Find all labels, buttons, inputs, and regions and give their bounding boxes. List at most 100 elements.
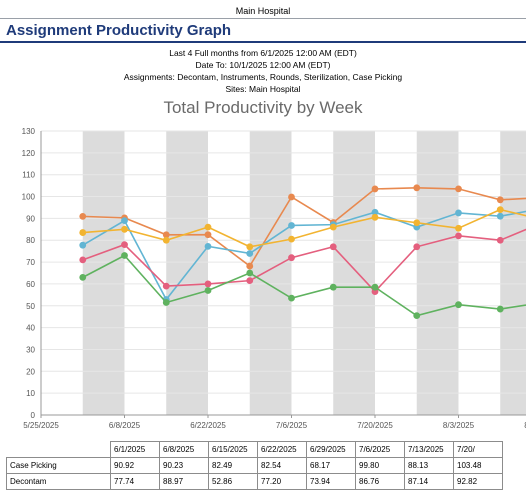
x-tick-label-2: 6/22/2025	[190, 421, 226, 430]
series-2-point-3	[204, 223, 212, 231]
table-cell: 90.23	[159, 457, 209, 474]
table-row: Decontam 77.74 88.97 52.86 77.20 73.94 86.76 87…	[6, 473, 503, 490]
title-rule	[0, 41, 526, 43]
y-tick-label-0: 0	[31, 411, 36, 420]
table-cell: 82.54	[257, 457, 307, 474]
y-tick-label-40: 40	[26, 324, 35, 333]
series-2-point-9	[455, 224, 462, 232]
series-3-point-10	[496, 236, 504, 244]
y-tick-label-60: 60	[26, 280, 35, 289]
meta-date-range: Last 4 Full months from 6/1/2025 12:00 A…	[169, 48, 357, 58]
series-4-point-4	[246, 269, 254, 277]
series-0-point-10	[496, 196, 504, 204]
table-cell: 77.74	[110, 473, 160, 490]
table-row-label: Decontam	[6, 473, 111, 490]
series-4-point-2	[162, 299, 170, 306]
table-column-header: 7/13/2025	[404, 441, 454, 458]
series-0-point-4	[246, 262, 254, 270]
y-tick-label-90: 90	[26, 214, 35, 223]
y-tick-label-20: 20	[26, 367, 35, 376]
week-band-2	[249, 131, 292, 415]
series-1-point-10	[496, 212, 504, 220]
series-3-point-1	[121, 241, 128, 248]
table-column-header: 6/15/2025	[208, 441, 258, 458]
series-line-2	[82, 208, 526, 248]
table-column-header: 6/22/2025	[257, 441, 307, 458]
series-4-point-1	[121, 252, 128, 259]
table-column-header: 6/29/2025	[306, 441, 356, 458]
series-2-point-5	[288, 235, 295, 243]
week-band-0	[82, 131, 125, 415]
y-tick-label-80: 80	[26, 236, 35, 245]
y-tick-label-70: 70	[26, 258, 35, 267]
series-2-point-1	[121, 225, 128, 233]
series-2-point-2	[162, 236, 170, 244]
series-0-point-7	[371, 185, 379, 193]
table-cell: 52.86	[208, 473, 258, 490]
series-2-point-4	[246, 243, 254, 251]
productivity-data-table: 6/1/2025 6/8/2025 6/15/2025 6/22/2025 6/29/2…	[6, 441, 503, 490]
table-cell: 82.49	[208, 457, 258, 474]
table-cell: 86.76	[355, 473, 405, 490]
series-1-point-7	[371, 208, 379, 216]
series-0-point-8	[413, 184, 421, 192]
productivity-line-chart: 0 10 20 30 40 50 60 70 80 90 100 110 120 130 5/25/2025…	[22, 127, 526, 430]
table-cell: 88.13	[404, 457, 454, 474]
series-4-point-9	[455, 301, 462, 309]
x-tick-label-0: 5/25/2025	[23, 421, 59, 430]
week-band-5	[500, 131, 526, 415]
report-title: Assignment Productivity Graph	[6, 22, 232, 39]
series-4-point-0	[79, 273, 87, 281]
series-0-point-5	[288, 193, 295, 201]
series-3-point-4	[246, 277, 254, 285]
series-3-point-5	[288, 254, 295, 262]
table-cell: 77.20	[257, 473, 307, 490]
y-tick-label-30: 30	[26, 345, 35, 354]
series-4-point-5	[288, 294, 295, 302]
table-column-header: 7/20/	[453, 441, 503, 458]
week-band-4	[416, 131, 459, 415]
table-column-header: 6/1/2025	[110, 441, 160, 458]
y-tick-label-120: 120	[22, 149, 36, 158]
report-parameters: Last 4 Full months from 6/1/2025 12:00 A…	[0, 47, 526, 95]
header-divider	[0, 18, 526, 19]
series-0-point-2	[162, 231, 170, 239]
series-0-point-3	[204, 231, 212, 239]
meta-assignments: Assignments: Decontam, Instruments, Roun…	[123, 72, 403, 82]
table-corner-cell	[6, 441, 111, 458]
table-cell: 103.48	[453, 457, 503, 474]
series-1-point-9	[455, 209, 462, 217]
chart-title: Total Productivity by Week	[163, 98, 363, 117]
table-cell: 87.14	[404, 473, 454, 490]
hospital-name: Main Hospital	[235, 6, 291, 16]
series-3-point-2	[162, 282, 170, 290]
x-tick-label-1: 6/8/2025	[109, 421, 141, 430]
series-4-point-3	[204, 287, 212, 294]
table-cell: 99.80	[355, 457, 405, 474]
series-1-point-5	[288, 222, 295, 229]
table-cell: 90.92	[110, 457, 160, 474]
series-line-4	[82, 254, 526, 317]
y-tick-label-130: 130	[22, 127, 36, 136]
series-2-point-0	[79, 229, 87, 236]
series-line-0	[82, 186, 526, 268]
y-tick-label-10: 10	[26, 389, 35, 398]
series-3-point-8	[413, 243, 421, 251]
x-tick-label-5: 8/3/2025	[443, 421, 475, 430]
series-2-point-8	[413, 219, 421, 227]
series-line-1	[82, 210, 526, 301]
series-4-point-10	[496, 305, 504, 313]
table-header-row: 6/1/2025 6/8/2025 6/15/2025 6/22/2025 6/29/2…	[6, 441, 503, 458]
meta-date-to: Date To: 10/1/2025 12:00 AM (EDT)	[195, 60, 331, 70]
series-1-point-4	[246, 250, 254, 257]
y-tick-label-100: 100	[22, 193, 36, 202]
table-row-label: Case Picking	[6, 457, 111, 474]
series-0-point-0	[79, 212, 87, 220]
week-band-3	[333, 131, 375, 415]
series-2-point-10	[496, 206, 504, 214]
x-tick-label-6: 8/17/2025	[524, 421, 526, 430]
x-tick-label-4: 7/20/2025	[357, 421, 393, 430]
series-3-point-6	[329, 243, 337, 251]
series-1-point-1	[121, 217, 128, 225]
table-cell: 88.97	[159, 473, 209, 490]
